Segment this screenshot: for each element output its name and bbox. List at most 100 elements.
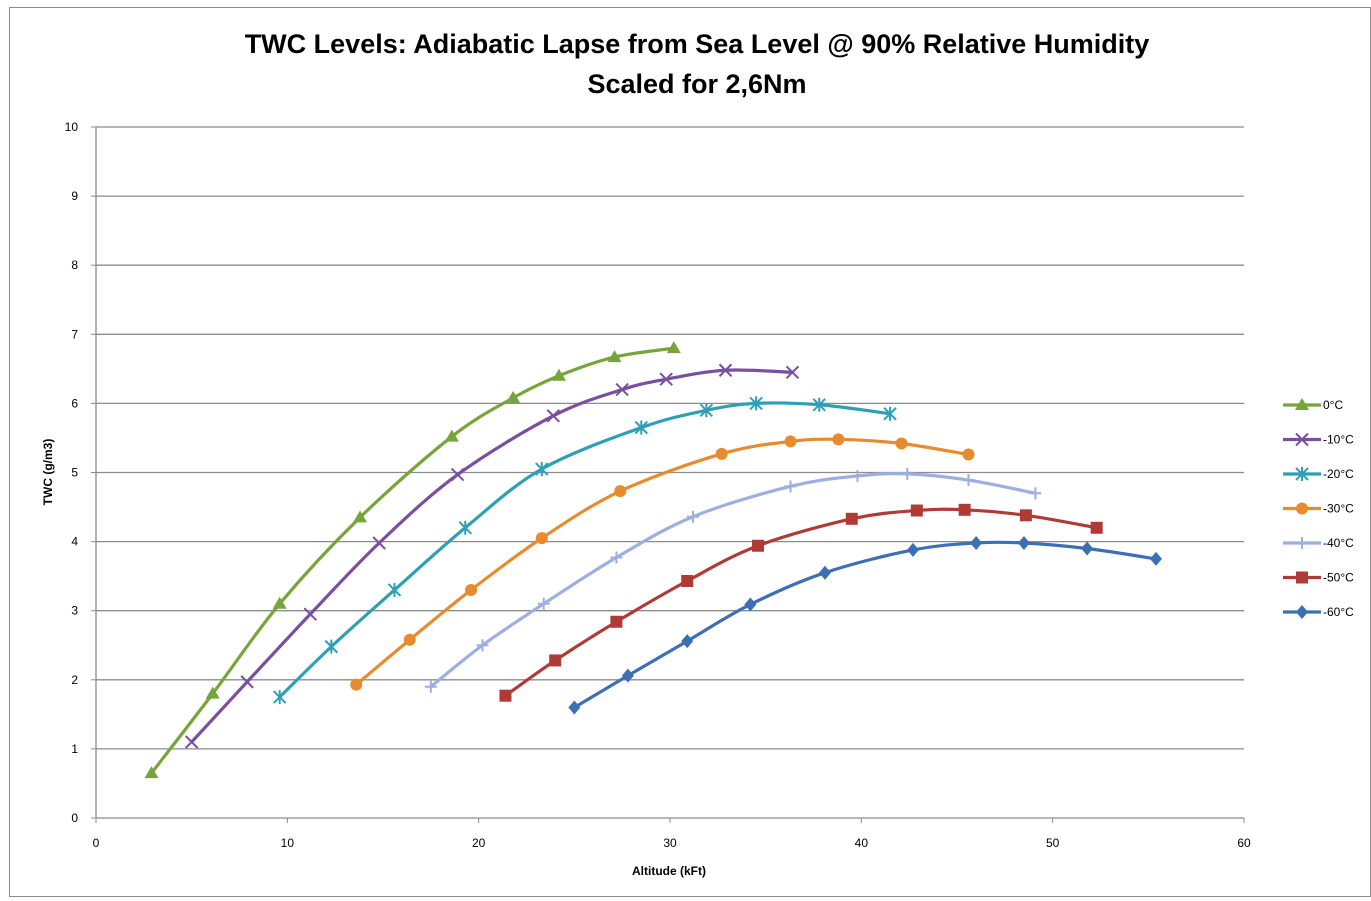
tick-labels: 0 1 2 3 4 5 6 7 8 9 10 0 10 20 30 40 50 60 xyxy=(65,120,1251,850)
data-point-3-5 xyxy=(716,448,728,460)
legend-label-0: 0°C xyxy=(1323,398,1343,412)
data-point-3-0 xyxy=(350,679,362,691)
data-point-5-2 xyxy=(610,616,622,628)
data-point-4-8 xyxy=(962,474,974,486)
data-point-3-7 xyxy=(832,433,844,445)
data-point-4-9 xyxy=(1029,487,1041,499)
legend-marker-4 xyxy=(1296,537,1308,549)
y-tick-label-8: 8 xyxy=(71,258,78,272)
data-point-5-1 xyxy=(549,654,561,666)
legend: 0°C -10°C -20°C -30°C -40°C -50°C -60°C xyxy=(1283,398,1354,619)
x-tick-label-20: 20 xyxy=(472,836,486,850)
data-point-3-4 xyxy=(614,485,626,497)
legend-marker-5 xyxy=(1296,572,1308,584)
data-point-6-4 xyxy=(819,566,831,580)
legend-item-5: -50°C xyxy=(1283,571,1354,585)
data-point-4-5 xyxy=(785,480,797,492)
data-point-6-9 xyxy=(1150,552,1162,566)
legend-item-4: -40°C xyxy=(1283,536,1354,550)
series-group xyxy=(144,341,1162,778)
data-point-3-6 xyxy=(785,435,797,447)
data-point-4-7 xyxy=(901,468,913,480)
legend-label-4: -40°C xyxy=(1323,536,1354,550)
data-point-5-5 xyxy=(846,513,858,525)
series-line-3 xyxy=(356,439,968,684)
data-point-6-6 xyxy=(970,536,982,550)
x-tick-label-40: 40 xyxy=(855,836,869,850)
y-tick-label-10: 10 xyxy=(65,120,79,134)
legend-marker-6 xyxy=(1296,605,1308,619)
legend-label-5: -50°C xyxy=(1323,571,1354,585)
data-point-6-5 xyxy=(907,543,919,557)
data-point-2-3 xyxy=(459,521,471,535)
x-tick-label-0: 0 xyxy=(93,836,100,850)
data-point-2-0 xyxy=(274,690,286,704)
series-2 xyxy=(274,396,896,704)
x-tick-label-10: 10 xyxy=(281,836,295,850)
data-point-1-0 xyxy=(186,736,198,748)
y-tick-label-7: 7 xyxy=(71,327,78,341)
legend-item-0: 0°C xyxy=(1283,398,1343,412)
data-point-2-2 xyxy=(388,583,400,597)
data-point-1-3 xyxy=(373,537,385,549)
y-tick-label-5: 5 xyxy=(71,466,78,480)
x-tick-label-60: 60 xyxy=(1237,836,1251,850)
data-point-6-7 xyxy=(1018,536,1030,550)
data-point-6-8 xyxy=(1081,542,1093,556)
y-tick-label-1: 1 xyxy=(71,742,78,756)
data-point-2-1 xyxy=(325,640,337,654)
series-line-5 xyxy=(505,509,1096,695)
data-point-4-4 xyxy=(687,511,699,523)
series-0 xyxy=(144,341,680,778)
data-point-5-7 xyxy=(959,504,971,516)
data-point-5-0 xyxy=(499,690,511,702)
legend-label-3: -30°C xyxy=(1323,502,1354,516)
y-tick-label-3: 3 xyxy=(71,604,78,618)
data-point-3-8 xyxy=(896,437,908,449)
legend-item-2: -20°C xyxy=(1283,467,1354,481)
legend-item-3: -30°C xyxy=(1283,502,1354,516)
legend-label-1: -10°C xyxy=(1323,433,1354,447)
data-point-3-3 xyxy=(536,532,548,544)
data-point-1-4 xyxy=(452,469,464,481)
x-tick-label-30: 30 xyxy=(663,836,677,850)
legend-label-6: -60°C xyxy=(1323,605,1354,619)
y-tick-label-9: 9 xyxy=(71,189,78,203)
series-4 xyxy=(425,468,1042,693)
y-tick-label-4: 4 xyxy=(71,535,78,549)
data-point-3-9 xyxy=(962,449,974,461)
legend-item-1: -10°C xyxy=(1283,433,1354,447)
chart-title: TWC Levels: Adiabatic Lapse from Sea Lev… xyxy=(245,29,1150,59)
x-tick-label-50: 50 xyxy=(1046,836,1060,850)
y-tick-label-2: 2 xyxy=(71,673,78,687)
chart-subtitle: Scaled for 2,6Nm xyxy=(587,69,806,99)
data-point-6-0 xyxy=(568,700,580,714)
data-point-1-5 xyxy=(547,410,559,422)
data-point-5-4 xyxy=(752,540,764,552)
data-point-6-2 xyxy=(681,634,693,648)
legend-marker-3 xyxy=(1296,503,1308,515)
series-5 xyxy=(499,504,1102,702)
y-tick-label-0: 0 xyxy=(71,811,78,825)
data-point-3-1 xyxy=(404,634,416,646)
data-point-6-1 xyxy=(622,669,634,683)
series-line-4 xyxy=(431,474,1036,687)
series-line-0 xyxy=(151,348,673,773)
x-axis-label: Altitude (kFt) xyxy=(632,864,706,878)
series-line-6 xyxy=(574,542,1156,707)
series-line-1 xyxy=(192,370,793,742)
series-1 xyxy=(186,364,799,748)
y-tick-label-6: 6 xyxy=(71,396,78,410)
axes xyxy=(91,127,1244,823)
gridlines xyxy=(96,127,1244,749)
data-point-2-4 xyxy=(536,462,548,476)
data-point-4-6 xyxy=(852,470,864,482)
legend-item-6: -60°C xyxy=(1283,605,1354,619)
series-6 xyxy=(568,536,1162,714)
data-point-5-8 xyxy=(1020,509,1032,521)
data-point-6-3 xyxy=(744,597,756,611)
data-point-0-8 xyxy=(667,341,681,353)
data-point-5-6 xyxy=(911,505,923,517)
legend-label-2: -20°C xyxy=(1323,467,1354,481)
